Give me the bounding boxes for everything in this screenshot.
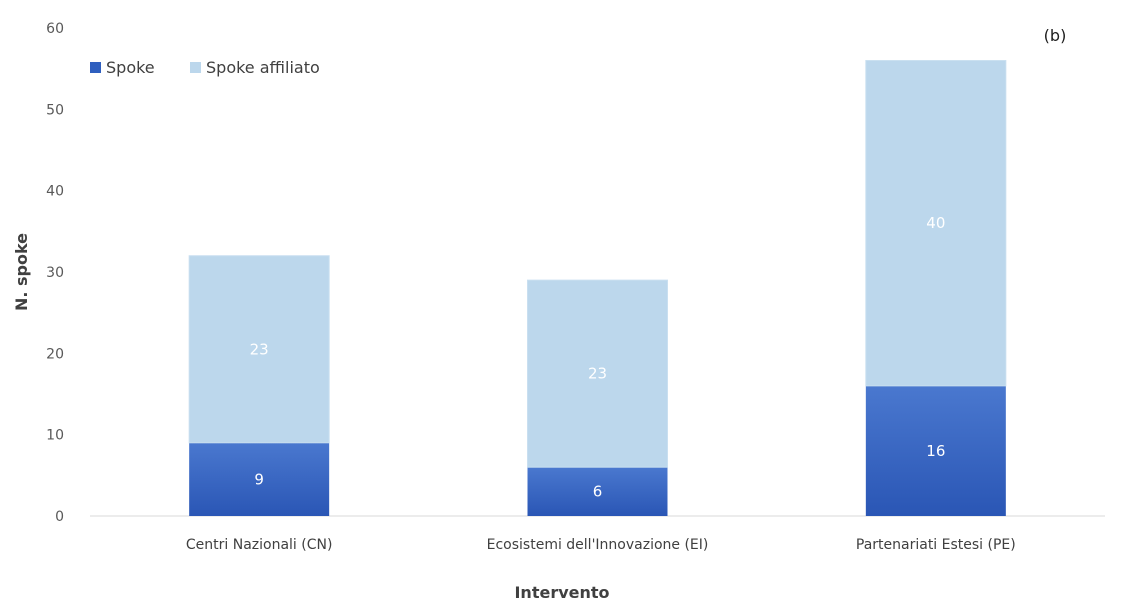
x-category-label: Centri Nazionali (CN) — [186, 537, 333, 553]
bar-spoke — [189, 442, 330, 516]
legend-swatch — [90, 62, 101, 73]
y-axis-ticks: 0 10 20 30 40 50 60 — [46, 21, 64, 525]
x-axis-title: Intervento — [514, 583, 609, 602]
y-tick-label: 30 — [46, 265, 64, 281]
x-category-label: Ecosistemi dell'Innovazione (EI) — [487, 537, 709, 553]
legend-swatch — [190, 62, 201, 73]
bar-spoke — [865, 385, 1006, 516]
bar-spoke-affiliato — [188, 255, 330, 444]
data-label: 16 — [926, 442, 945, 460]
y-tick-label: 50 — [46, 102, 64, 118]
bars — [188, 60, 1007, 516]
panel-label: (b) — [1044, 26, 1067, 45]
data-labels: 9 23 6 23 16 40 — [250, 214, 946, 500]
y-tick-label: 40 — [46, 184, 64, 200]
bar-spoke-affiliato — [527, 279, 668, 468]
y-tick-label: 0 — [55, 509, 64, 525]
data-label: 6 — [593, 483, 603, 501]
data-label: 40 — [926, 214, 945, 232]
data-label: 23 — [250, 340, 269, 358]
x-category-label: Partenariati Estesi (PE) — [856, 537, 1016, 553]
legend: Spoke Spoke affiliato — [90, 58, 320, 77]
bar-spoke-affiliato — [865, 60, 1007, 387]
data-label: 23 — [588, 365, 607, 383]
x-axis-category-labels: Centri Nazionali (CN) Ecosistemi dell'Inn… — [186, 537, 1016, 553]
y-axis-title: N. spoke — [12, 233, 31, 311]
y-tick-label: 20 — [46, 346, 64, 362]
legend-label: Spoke affiliato — [206, 58, 320, 77]
bar-spoke — [527, 467, 668, 516]
data-label: 9 — [254, 470, 264, 488]
legend-label: Spoke — [106, 58, 155, 77]
y-tick-label: 10 — [46, 428, 64, 444]
y-tick-label: 60 — [46, 21, 64, 37]
